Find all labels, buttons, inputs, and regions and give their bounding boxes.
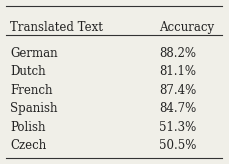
Text: 87.4%: 87.4% [159, 84, 196, 97]
Text: Polish: Polish [10, 121, 46, 134]
Text: Dutch: Dutch [10, 65, 46, 78]
Text: German: German [10, 47, 58, 60]
Text: French: French [10, 84, 53, 97]
Text: Translated Text: Translated Text [10, 21, 103, 34]
Text: Czech: Czech [10, 139, 46, 152]
Text: 51.3%: 51.3% [159, 121, 196, 134]
Text: Accuracy: Accuracy [159, 21, 213, 34]
Text: Spanish: Spanish [10, 102, 58, 115]
Text: 88.2%: 88.2% [159, 47, 195, 60]
Text: 81.1%: 81.1% [159, 65, 195, 78]
Text: 84.7%: 84.7% [159, 102, 196, 115]
Text: 50.5%: 50.5% [159, 139, 196, 152]
